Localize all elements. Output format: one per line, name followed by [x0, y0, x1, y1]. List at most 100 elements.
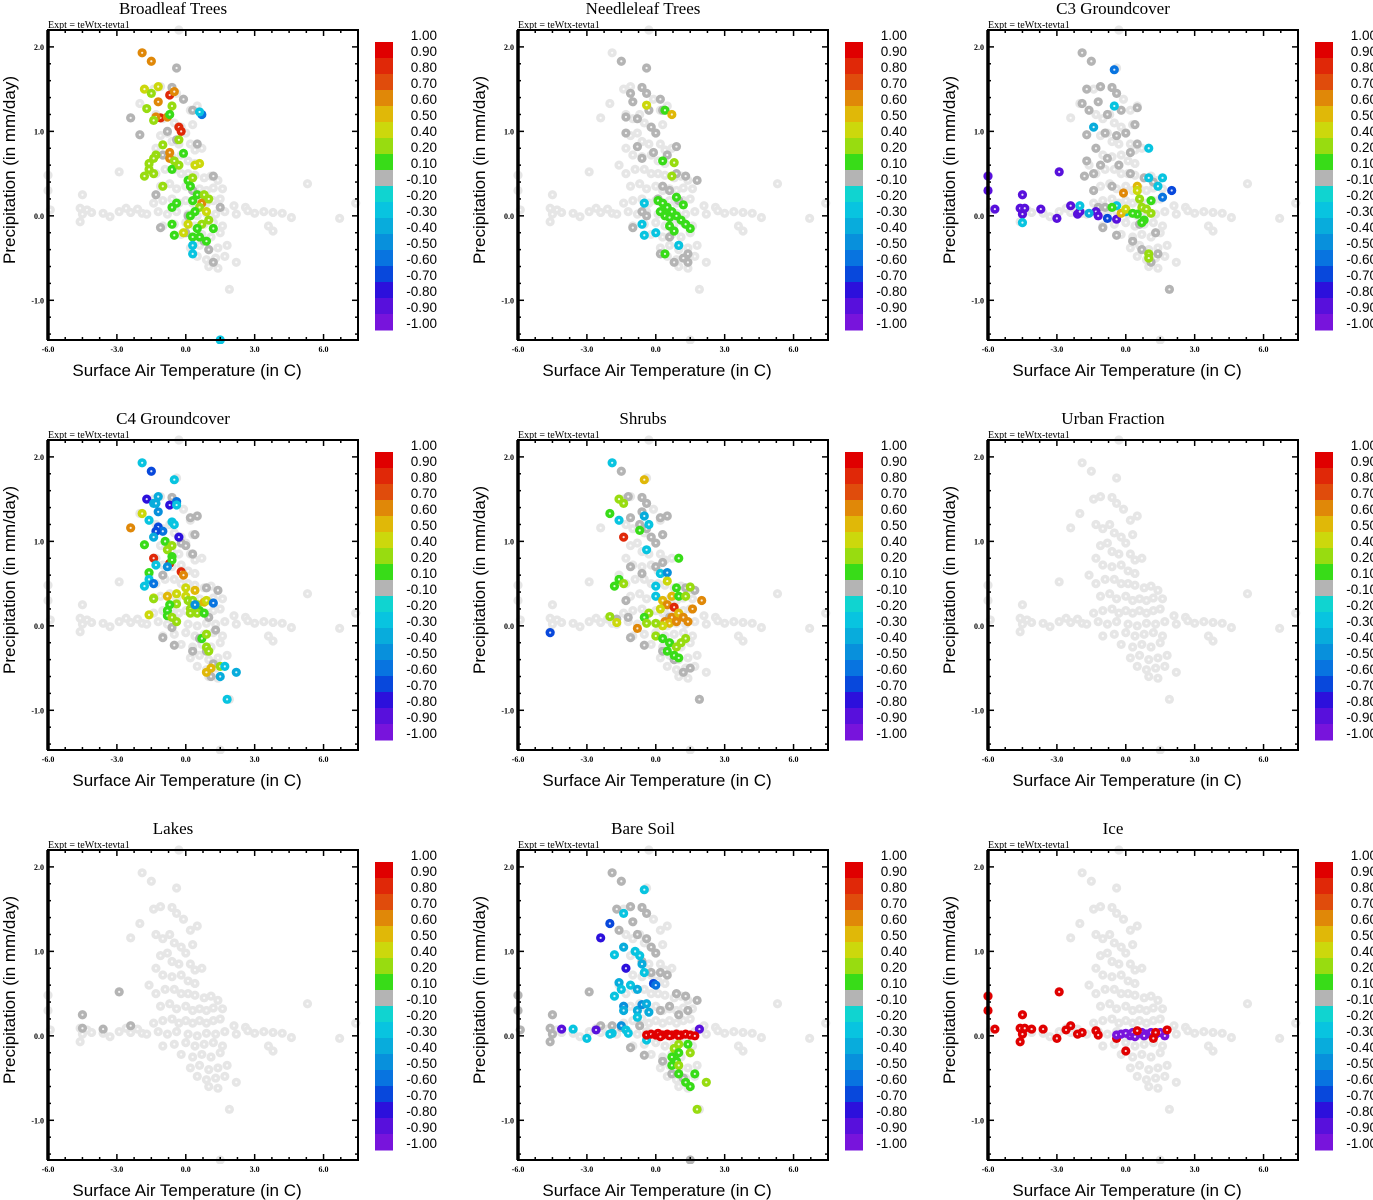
- neutral-point: [616, 56, 626, 66]
- background-point: [1160, 617, 1170, 627]
- colorbar-label: 0.70: [1351, 896, 1373, 911]
- background-point: [1095, 181, 1106, 191]
- background-point: [651, 217, 661, 228]
- colorbar-bin: [845, 596, 863, 613]
- data-point: [692, 1104, 702, 1114]
- x-tick-label: 3.0: [1190, 1165, 1200, 1174]
- background-point: [1171, 1029, 1181, 1039]
- neutral-point: [637, 568, 647, 579]
- neutral-point: [635, 1021, 645, 1031]
- colorbar-label: 0.40: [411, 534, 437, 549]
- background-point: [335, 1033, 345, 1043]
- neutral-point: [658, 530, 668, 540]
- colorbar-label: 0.80: [881, 880, 907, 895]
- colorbar-label: -0.50: [1346, 646, 1373, 661]
- data-point: [158, 140, 168, 150]
- neutral-point: [625, 1043, 636, 1053]
- data-point: [605, 508, 615, 519]
- colorbar-bin: [375, 484, 393, 501]
- scatter-points: [983, 845, 1301, 1164]
- colorbar-label: -0.60: [1346, 1072, 1373, 1087]
- background-point: [653, 988, 663, 999]
- data-point: [1146, 208, 1156, 218]
- background-point: [213, 243, 223, 253]
- background-point: [174, 959, 184, 969]
- colorbar-bin: [845, 692, 863, 709]
- background-point: [1226, 212, 1237, 223]
- colorbar-label: -0.20: [1346, 1008, 1373, 1023]
- data-point: [183, 219, 193, 229]
- background-point: [1105, 929, 1115, 940]
- background-point: [155, 950, 166, 961]
- neutral-point: [625, 562, 636, 572]
- data-point: [683, 1039, 693, 1049]
- colorbar-label: -0.70: [876, 1088, 907, 1103]
- background-point: [1123, 619, 1133, 629]
- background-point: [171, 883, 182, 893]
- background-point: [692, 650, 702, 660]
- neutral-point: [204, 245, 214, 255]
- data-point: [662, 576, 672, 586]
- data-point: [639, 511, 649, 521]
- background-point: [222, 1060, 232, 1070]
- data-point: [192, 608, 202, 618]
- data-point: [632, 984, 643, 994]
- colorbar-label: 0.60: [1351, 502, 1373, 517]
- colorbar-bin: [375, 1022, 393, 1039]
- data-point: [605, 1029, 615, 1039]
- x-tick-label: 6.0: [789, 1165, 799, 1174]
- background-point: [215, 1014, 225, 1024]
- data-point: [192, 223, 202, 234]
- colorbar-bin: [1315, 910, 1333, 927]
- x-tick-label: -3.0: [111, 755, 124, 764]
- background-point: [1084, 980, 1094, 990]
- data-point: [612, 617, 622, 628]
- colorbar-bin: [845, 532, 863, 549]
- colorbar-label: 1.00: [1351, 28, 1373, 43]
- x-tick-label: -3.0: [1051, 345, 1064, 354]
- colorbar-bin: [1315, 628, 1333, 645]
- background-point: [557, 617, 567, 628]
- background-point: [648, 914, 659, 924]
- background-point: [630, 574, 640, 584]
- background-point: [1128, 1005, 1138, 1016]
- background-point: [165, 929, 175, 940]
- data-point: [660, 105, 670, 115]
- colorbar-label: 0.80: [881, 470, 907, 485]
- background-point: [1095, 1001, 1106, 1011]
- y-tick-label: 1.0: [974, 537, 984, 546]
- background-point: [98, 208, 108, 218]
- y-tick-label: -1.0: [31, 296, 44, 305]
- colorbar-bin: [1315, 202, 1333, 219]
- background-point: [1208, 1046, 1218, 1056]
- data-point: [204, 215, 214, 225]
- data-point: [639, 885, 649, 895]
- colorbar-bin: [375, 202, 393, 219]
- neutral-point: [1121, 128, 1131, 138]
- background-point: [1100, 984, 1110, 994]
- background-point: [1146, 1052, 1156, 1062]
- background-point: [158, 970, 168, 980]
- data-point: [1157, 192, 1168, 202]
- background-point: [1109, 528, 1119, 538]
- x-tick-label: -6.0: [512, 755, 525, 764]
- background-point: [685, 194, 695, 204]
- background-point: [678, 183, 688, 193]
- x-tick-label: -6.0: [512, 1165, 525, 1174]
- background-point: [1151, 663, 1161, 673]
- background-point: [171, 908, 182, 918]
- colorbar-label: -0.60: [406, 1072, 437, 1087]
- colorbar-label: -1.00: [406, 316, 437, 331]
- background-point: [1098, 606, 1108, 616]
- background-point: [1153, 995, 1163, 1005]
- background-point: [206, 991, 216, 1001]
- background-point: [268, 617, 278, 628]
- colorbar-bin: [375, 532, 393, 549]
- x-tick-label: 0.0: [1121, 345, 1131, 354]
- colorbar-label: 0.80: [411, 60, 437, 75]
- background-point: [1125, 653, 1135, 663]
- background-point: [1275, 213, 1285, 223]
- colorbar-label: -0.80: [406, 284, 437, 299]
- background-point: [1123, 988, 1133, 999]
- background-point: [1091, 929, 1101, 940]
